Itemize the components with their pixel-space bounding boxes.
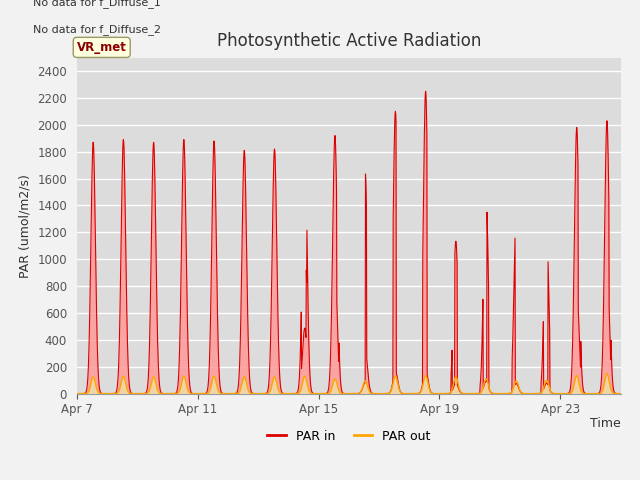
Text: No data for f_Diffuse_2: No data for f_Diffuse_2 [33, 24, 161, 35]
Text: Time: Time [590, 417, 621, 430]
Text: VR_met: VR_met [77, 41, 127, 54]
Text: No data for f_Diffuse_1: No data for f_Diffuse_1 [33, 0, 161, 8]
Legend: PAR in, PAR out: PAR in, PAR out [262, 425, 436, 448]
Title: Photosynthetic Active Radiation: Photosynthetic Active Radiation [216, 33, 481, 50]
Y-axis label: PAR (umol/m2/s): PAR (umol/m2/s) [19, 174, 32, 277]
